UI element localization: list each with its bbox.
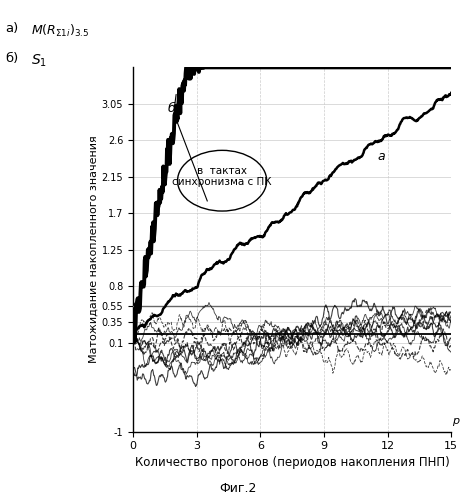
Text: Фиг.2: Фиг.2 xyxy=(219,482,256,495)
Text: б): б) xyxy=(5,52,18,65)
Text: в  тактах
синхронизма с ПК: в тактах синхронизма с ПК xyxy=(172,166,272,188)
Text: а): а) xyxy=(5,22,18,35)
Text: $M(R_{\Sigma 1i})_{3.5}$: $M(R_{\Sigma 1i})_{3.5}$ xyxy=(31,22,89,38)
X-axis label: Количество прогонов (периодов накопления ПНП): Количество прогонов (периодов накопления… xyxy=(135,456,449,469)
Text: p: p xyxy=(452,416,459,426)
Text: $S_1$: $S_1$ xyxy=(31,52,47,69)
Y-axis label: Матожидание накопленного значения: Матожидание накопленного значения xyxy=(89,136,99,363)
Text: б: б xyxy=(168,102,176,115)
Text: а: а xyxy=(377,151,385,164)
